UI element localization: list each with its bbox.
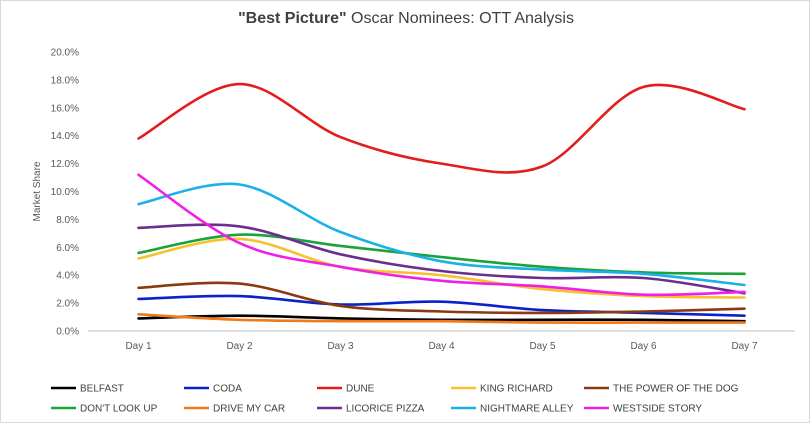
x-tick-label: Day 4 [428,341,455,352]
y-tick-label: 4.0% [56,271,79,282]
legend-label-dune: DUNE [346,384,375,395]
legend-label-belfast: BELFAST [80,384,124,395]
x-tick-label: Day 5 [529,341,556,352]
series-line-king-richard [137,237,746,299]
y-tick-label: 18.0% [51,75,79,86]
series-line-belfast [137,314,746,323]
legend-label-westside-story: WESTSIDE STORY [613,404,702,415]
x-tick-label: Day 3 [327,341,354,352]
y-tick-label: 6.0% [56,243,79,254]
series-line-drive-my-car [137,313,746,325]
series-line-don-t-look-up [137,233,746,276]
y-tick-label: 10.0% [51,187,79,198]
y-tick-label: 0.0% [56,327,79,338]
y-tick-labels: 0.0% 2.0% 4.0% 6.0% 8.0% 10.0% 12.0% 14.0% 16.0%… [51,48,79,338]
legend-label-king-richard: KING RICHARD [480,384,553,395]
x-tick-labels: Day 1 Day 2 Day 3 Day 4 Day 5 Day 6 Day 7 [125,341,758,352]
chart-title-bold: "Best Picture" [238,10,347,27]
legend: BELFAST CODA DUNE KING RICHARD THE POWER OF … [51,384,739,415]
y-axis-label: Market Share [32,161,43,221]
series-line-dune [137,82,746,174]
chart-title: "Best Picture" Oscar Nominees: OTT Analy… [0,10,812,28]
legend-label-nightmare-alley: NIGHTMARE ALLEY [480,404,574,415]
series-line-nightmare-alley [137,182,746,287]
legend-label-don-t-look-up: DON'T LOOK UP [80,404,158,415]
series-lines [137,82,746,325]
legend-label-coda: CODA [213,384,242,395]
y-tick-label: 14.0% [51,131,79,142]
x-tick-label: Day 7 [731,341,758,352]
x-tick-label: Day 6 [630,341,657,352]
x-tick-label: Day 2 [226,341,253,352]
y-tick-label: 2.0% [56,299,79,310]
chart-title-rest: Oscar Nominees: OTT Analysis [346,10,574,27]
legend-label-drive-my-car: DRIVE MY CAR [213,404,285,415]
x-tick-label: Day 1 [125,341,152,352]
y-tick-label: 8.0% [56,215,79,226]
y-tick-label: 16.0% [51,103,79,114]
y-tick-label: 20.0% [51,48,79,59]
legend-label-the-power-of-the-dog: THE POWER OF THE DOG [613,384,739,395]
series-line-westside-story [137,173,746,297]
series-line-the-power-of-the-dog [137,281,746,315]
series-line-licorice-pizza [137,223,746,295]
series-line-coda [137,294,746,317]
legend-label-licorice-pizza: LICORICE PIZZA [346,404,425,415]
y-tick-label: 12.0% [51,159,79,170]
